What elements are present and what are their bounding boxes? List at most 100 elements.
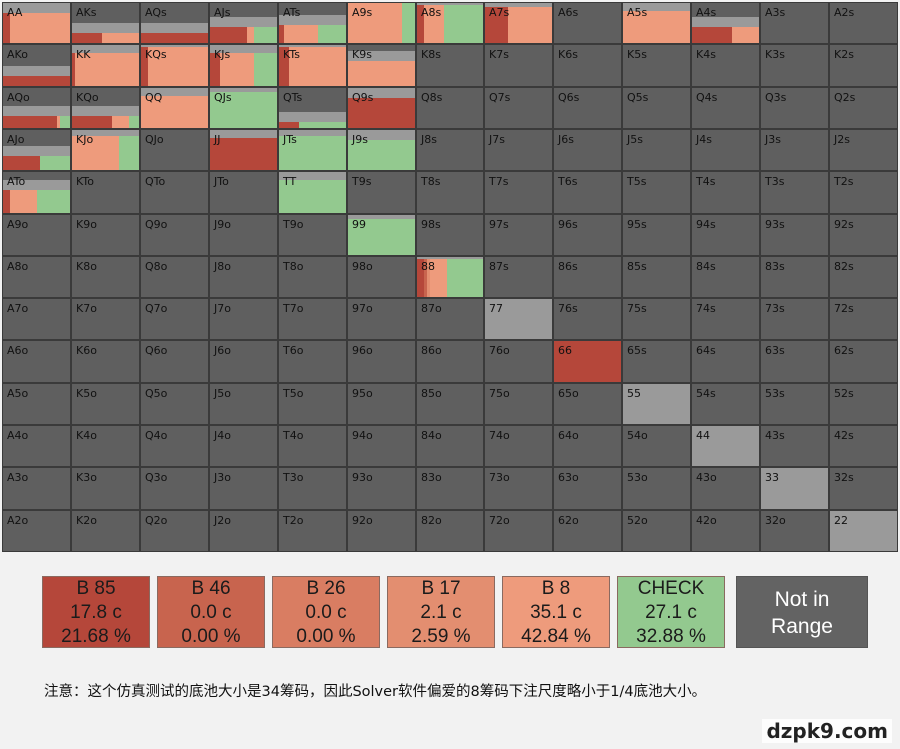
hand-label: J5o <box>214 387 231 400</box>
hand-cell: 82o <box>416 510 484 552</box>
hand-label: 82s <box>834 260 854 273</box>
legend-not-in-range-line: Not in <box>774 588 830 611</box>
hand-cell: A8o <box>2 256 71 298</box>
action-segment-check <box>444 5 483 43</box>
hand-cell: 95s <box>622 214 691 256</box>
hand-weight-strip <box>141 88 208 96</box>
hand-cell: Q9s <box>347 87 416 129</box>
hand-cell: T8s <box>416 171 484 214</box>
hand-cell: A5o <box>2 383 71 425</box>
legend-chips: 2.1 c <box>420 602 462 623</box>
action-segment-b8 <box>220 53 254 86</box>
hand-cell: 63s <box>760 340 829 383</box>
hand-label: J9o <box>214 218 231 231</box>
hand-cell: 52s <box>829 383 898 425</box>
action-segment-b8 <box>348 3 402 43</box>
hand-cell: TT <box>278 171 347 214</box>
hand-cell: QJo <box>140 129 209 171</box>
hand-cell: 72s <box>829 298 898 340</box>
hand-label: 88 <box>421 260 435 273</box>
hand-label: J4o <box>214 429 231 442</box>
action-segment-b46 <box>424 259 427 297</box>
hand-label: 44 <box>696 429 710 442</box>
action-segment-b8 <box>57 116 60 128</box>
hand-label: 52s <box>834 387 854 400</box>
action-segment-check <box>299 122 346 128</box>
hand-cell: K5s <box>622 44 691 87</box>
action-segment-b85 <box>417 5 424 43</box>
hand-frequency-bar <box>830 511 897 551</box>
hand-label: 72o <box>489 514 510 527</box>
hand-label: 93o <box>352 471 373 484</box>
hand-cell: 82s <box>829 256 898 298</box>
hand-label: 42s <box>834 429 854 442</box>
action-segment-b85 <box>210 138 277 170</box>
hand-label: A4s <box>696 6 717 19</box>
hand-cell: J4o <box>209 425 278 467</box>
hand-cell: 87o <box>416 298 484 340</box>
hand-cell: 76o <box>484 340 553 383</box>
hand-cell: J7o <box>209 298 278 340</box>
hand-cell: Q7s <box>484 87 553 129</box>
legend-action-label: CHECK <box>637 578 705 599</box>
hand-label: 98o <box>352 260 373 273</box>
hand-label: K5s <box>627 48 647 61</box>
hand-cell: T3o <box>278 467 347 510</box>
hand-label: 33 <box>765 471 779 484</box>
hand-label: T8o <box>283 260 304 273</box>
hand-cell: 95o <box>347 383 416 425</box>
hand-label: A5o <box>7 387 29 400</box>
action-segment-check <box>348 140 415 170</box>
hand-cell: K7s <box>484 44 553 87</box>
hand-label: K9s <box>352 48 372 61</box>
hand-cell: A9o <box>2 214 71 256</box>
hand-cell: J5o <box>209 383 278 425</box>
hand-cell: 97o <box>347 298 416 340</box>
legend-chips: 35.1 c <box>530 602 582 623</box>
hand-weight-strip <box>210 17 277 27</box>
hand-weight-strip <box>279 112 346 122</box>
hand-cell: K9s <box>347 44 416 87</box>
hand-cell: 86o <box>416 340 484 383</box>
hand-cell: 73o <box>484 467 553 510</box>
hand-label: A2s <box>834 6 855 19</box>
hand-label: AA <box>7 6 23 19</box>
hand-label: A4o <box>7 429 29 442</box>
hand-label: 92o <box>352 514 373 527</box>
hand-label: 65s <box>627 344 647 357</box>
hand-label: K7s <box>489 48 509 61</box>
hand-label: 65o <box>558 387 579 400</box>
hand-weight-strip <box>279 45 346 47</box>
hand-weight-strip <box>3 106 70 116</box>
action-segment-check <box>348 219 415 255</box>
hand-label: Q2o <box>145 514 168 527</box>
hand-label: A7o <box>7 302 29 315</box>
hand-label: J2o <box>214 514 231 527</box>
hand-cell: 43o <box>691 467 760 510</box>
hand-cell: 94o <box>347 425 416 467</box>
hand-cell: AQs <box>140 2 209 44</box>
hand-cell: 97s <box>484 214 553 256</box>
legend-percent: 42.84 % <box>521 626 591 647</box>
hand-label: K5o <box>76 387 97 400</box>
hand-label: QJo <box>145 133 164 146</box>
action-segment-check <box>279 136 346 170</box>
hand-label: Q5o <box>145 387 168 400</box>
hand-cell: A4o <box>2 425 71 467</box>
hand-cell: J2s <box>829 129 898 171</box>
action-segment-b8 <box>623 11 690 43</box>
hand-label: A8o <box>7 260 29 273</box>
hand-cell: J3s <box>760 129 829 171</box>
hand-label: 54s <box>696 387 716 400</box>
hand-cell: Q8s <box>416 87 484 129</box>
action-segment-b8 <box>284 25 318 43</box>
hand-cell: A3o <box>2 467 71 510</box>
hand-label: K3s <box>765 48 785 61</box>
action-segment-b8 <box>112 116 129 128</box>
hand-label: J8o <box>214 260 231 273</box>
hand-cell: 85o <box>416 383 484 425</box>
hand-cell: A9s <box>347 2 416 44</box>
hand-cell: 42s <box>829 425 898 467</box>
hand-label: QTo <box>145 175 166 188</box>
hand-label: 74o <box>489 429 510 442</box>
